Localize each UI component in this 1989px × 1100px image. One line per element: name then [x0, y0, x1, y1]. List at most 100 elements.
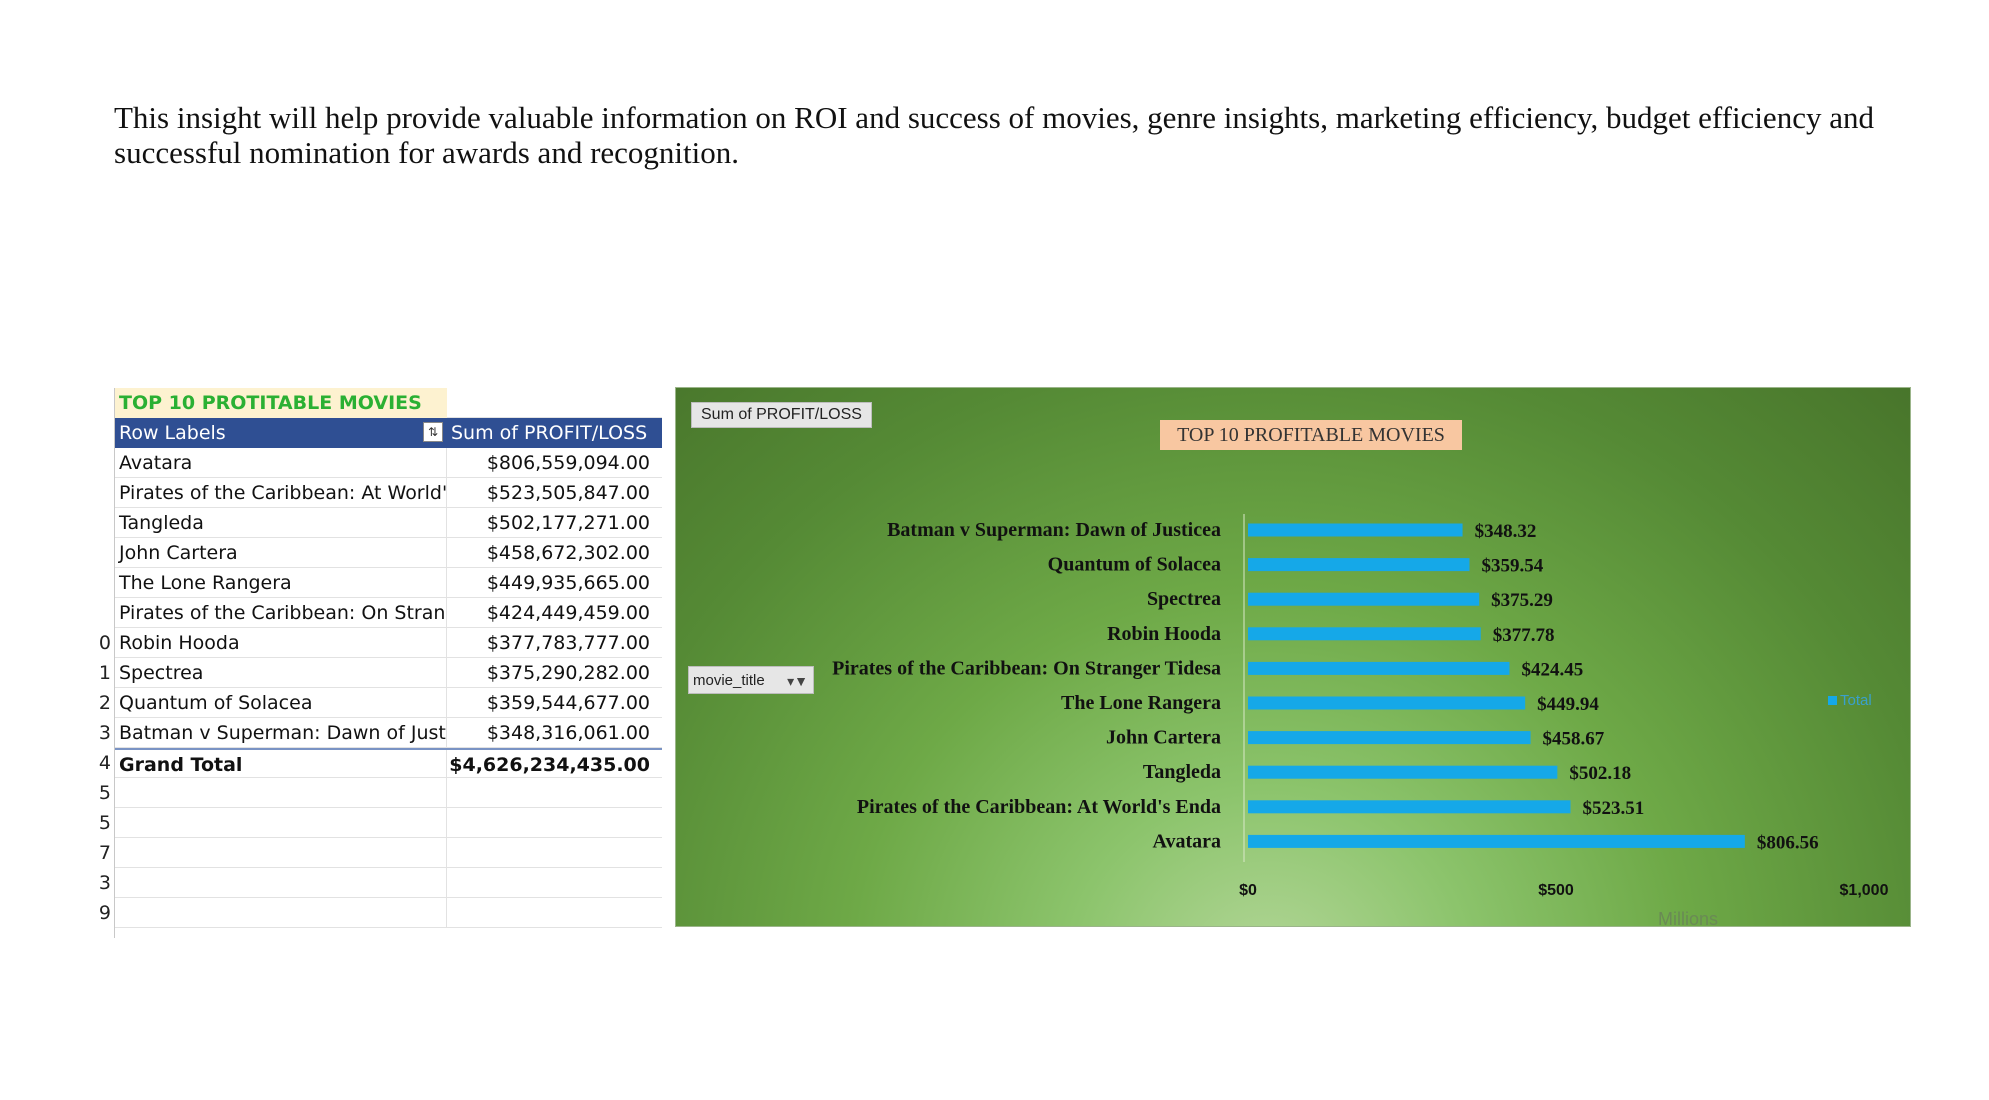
row-label-cell[interactable]: Pirates of the Caribbean: On Strang	[115, 598, 447, 628]
data-label[interactable]: $359.54	[1481, 556, 1543, 577]
chart-title[interactable]: TOP 10 PROFITABLE MOVIES	[1160, 420, 1462, 450]
row-number[interactable]	[93, 598, 111, 628]
table-row[interactable]: Quantum of Solacea $359,544,677.00	[115, 688, 662, 718]
profit-value-cell[interactable]: $424,449,459.00	[486, 602, 650, 624]
legend-swatch	[1828, 696, 1837, 705]
profit-value-cell[interactable]: $375,290,282.00	[486, 662, 650, 684]
data-label[interactable]: $449.94	[1537, 694, 1599, 715]
table-row[interactable]: Pirates of the Caribbean: On Strang $424,…	[115, 598, 662, 628]
empty-row[interactable]	[115, 808, 662, 838]
row-label-cell[interactable]: Batman v Superman: Dawn of Justi	[115, 718, 447, 748]
row-number[interactable]: 4	[98, 752, 111, 774]
row-number[interactable]	[93, 448, 111, 478]
table-row[interactable]: The Lone Rangera $449,935,665.00	[115, 568, 662, 598]
pivot-chart[interactable]: Batman v Superman: Dawn of Justicea $348.…	[676, 388, 1910, 926]
profit-value-cell[interactable]: $458,672,302.00	[486, 542, 650, 564]
category-label[interactable]: Pirates of the Caribbean: At World's End…	[857, 796, 1221, 818]
x-tick-label: $0	[1239, 882, 1257, 899]
table-row[interactable]: Pirates of the Caribbean: At World' $523,…	[115, 478, 662, 508]
chart-legend[interactable]: Total	[1828, 692, 1872, 709]
category-label[interactable]: Robin Hooda	[1107, 623, 1221, 645]
row-number[interactable]: 3	[98, 872, 111, 894]
table-row[interactable]: Spectrea $375,290,282.00	[115, 658, 662, 688]
bar[interactable]	[1248, 765, 1558, 779]
row-number[interactable]: 5	[98, 782, 111, 804]
profit-value-cell[interactable]: $806,559,094.00	[486, 452, 650, 474]
bar[interactable]	[1248, 627, 1481, 641]
row-number[interactable]: 5	[98, 812, 111, 834]
empty-row[interactable]	[115, 778, 662, 808]
empty-cell[interactable]	[115, 808, 447, 838]
empty-cell[interactable]	[115, 898, 447, 928]
data-label[interactable]: $458.67	[1543, 729, 1605, 750]
data-label[interactable]: $806.56	[1757, 832, 1819, 853]
row-label-cell[interactable]: Avatara	[115, 448, 447, 478]
row-label-cell[interactable]: Spectrea	[115, 658, 447, 688]
movie-title-field-button[interactable]: movie_title ▾▼	[688, 666, 814, 694]
data-label[interactable]: $348.32	[1475, 521, 1537, 542]
profit-value-cell[interactable]: $359,544,677.00	[486, 692, 650, 714]
row-number[interactable]	[93, 568, 111, 598]
sum-header[interactable]: Sum of PROFIT/LOSS	[451, 422, 648, 444]
empty-row[interactable]	[115, 898, 662, 928]
grand-total-label[interactable]: Grand Total	[115, 750, 447, 780]
bar[interactable]	[1248, 696, 1526, 710]
row-label-cell[interactable]: The Lone Rangera	[115, 568, 447, 598]
table-row[interactable]: Robin Hooda $377,783,777.00	[115, 628, 662, 658]
row-label-cell[interactable]: Pirates of the Caribbean: At World'	[115, 478, 447, 508]
table-row[interactable]: Tangleda $502,177,271.00	[115, 508, 662, 538]
row-number[interactable]: 3	[98, 722, 111, 744]
empty-row[interactable]	[115, 868, 662, 898]
grand-total-value[interactable]: $4,626,234,435.00	[449, 754, 650, 776]
table-row[interactable]: Avatara $806,559,094.00	[115, 448, 662, 478]
category-label[interactable]: The Lone Rangera	[1061, 692, 1221, 714]
row-number[interactable]: 9	[98, 902, 111, 924]
profit-value-cell[interactable]: $502,177,271.00	[486, 512, 650, 534]
row-labels-header[interactable]: Row Labels ⇅	[115, 418, 447, 448]
bar[interactable]	[1248, 834, 1745, 848]
row-label-cell[interactable]: Robin Hooda	[115, 628, 447, 658]
profit-value-cell[interactable]: $523,505,847.00	[486, 482, 650, 504]
category-label[interactable]: Quantum of Solacea	[1048, 554, 1221, 576]
category-label[interactable]: Batman v Superman: Dawn of Justicea	[887, 519, 1221, 541]
filter-dropdown-icon[interactable]: ▾▼	[787, 673, 808, 689]
bar[interactable]	[1248, 558, 1470, 572]
data-label[interactable]: $377.78	[1493, 625, 1555, 646]
empty-cell[interactable]	[115, 838, 447, 868]
table-row[interactable]: John Cartera $458,672,302.00	[115, 538, 662, 568]
data-label[interactable]: $523.51	[1582, 798, 1644, 819]
sort-filter-icon[interactable]: ⇅	[423, 422, 443, 442]
profit-value-cell[interactable]: $449,935,665.00	[486, 572, 650, 594]
data-label[interactable]: $375.29	[1491, 590, 1553, 611]
table-row[interactable]: Batman v Superman: Dawn of Justi $348,316…	[115, 718, 662, 748]
row-number[interactable]: 7	[98, 842, 111, 864]
empty-cell[interactable]	[115, 778, 447, 808]
category-label[interactable]: John Cartera	[1106, 727, 1221, 749]
category-label[interactable]: Avatara	[1153, 830, 1222, 852]
bar[interactable]	[1248, 661, 1510, 675]
bar[interactable]	[1248, 731, 1531, 745]
category-label[interactable]: Tangleda	[1143, 761, 1221, 783]
row-number[interactable]: 0	[98, 632, 111, 654]
row-label-cell[interactable]: John Cartera	[115, 538, 447, 568]
grand-total-row[interactable]: Grand Total $4,626,234,435.00	[115, 748, 662, 780]
category-label[interactable]: Pirates of the Caribbean: On Stranger Ti…	[832, 657, 1221, 679]
sum-field-button[interactable]: Sum of PROFIT/LOSS	[691, 402, 872, 428]
empty-cell[interactable]	[115, 868, 447, 898]
row-number[interactable]: 2	[98, 692, 111, 714]
row-label-cell[interactable]: Tangleda	[115, 508, 447, 538]
bar[interactable]	[1248, 800, 1571, 814]
row-number[interactable]	[93, 478, 111, 508]
row-number[interactable]	[93, 508, 111, 538]
row-number[interactable]	[93, 538, 111, 568]
profit-value-cell[interactable]: $377,783,777.00	[486, 632, 650, 654]
data-label[interactable]: $502.18	[1569, 763, 1631, 784]
row-label-cell[interactable]: Quantum of Solacea	[115, 688, 447, 718]
category-label[interactable]: Spectrea	[1147, 588, 1221, 610]
bar[interactable]	[1248, 592, 1480, 606]
data-label[interactable]: $424.45	[1521, 659, 1583, 680]
bar[interactable]	[1248, 523, 1463, 537]
profit-value-cell[interactable]: $348,316,061.00	[486, 722, 650, 744]
row-number[interactable]: 1	[98, 662, 111, 684]
empty-row[interactable]	[115, 838, 662, 868]
